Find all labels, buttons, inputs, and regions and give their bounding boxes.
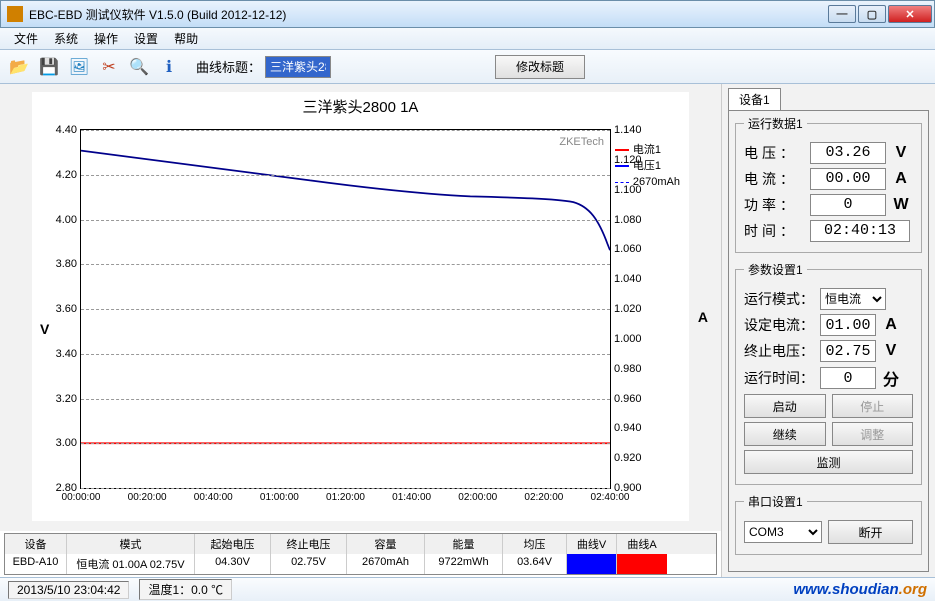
th-device: 设备 [5,534,67,554]
menu-help[interactable]: 帮助 [166,28,206,49]
time-value: 02:40:13 [810,220,910,242]
power-unit: W [892,196,910,214]
chart-box: V ZKETech 电流1 电压1 2670mAh A 4.404.204.00… [32,121,689,521]
close-button[interactable]: ✕ [888,5,932,23]
statusbar: 2013/5/10 23:04:42 温度1：0.0 ℃ www.shoudia… [0,577,935,601]
search-icon[interactable]: 🔍 [126,54,152,80]
run-data-legend: 运行数据1 [744,115,807,132]
th-avgv: 均压 [503,534,567,554]
monitor-button[interactable]: 监测 [744,450,913,474]
stop-v-label: 终止电压： [744,341,814,361]
time-label: 时间： [744,221,804,241]
current-value: 00.00 [810,168,886,190]
stop-button[interactable]: 停止 [832,394,914,418]
voltage-label: 电压： [744,143,804,163]
td-cap: 2670mAh [347,554,425,574]
status-temp: 温度1：0.0 ℃ [139,579,232,600]
save-icon[interactable]: 💾 [36,54,62,80]
info-icon[interactable]: ℹ [156,54,182,80]
th-cv: 曲线V [567,534,617,554]
curve-title-input[interactable] [265,56,331,78]
mode-select[interactable]: 恒电流 [820,288,886,310]
table-row[interactable]: EBD-A10 恒电流 01.00A 02.75V 04.30V 02.75V … [5,554,716,574]
voltage-value: 03.26 [810,142,886,164]
disconnect-button[interactable]: 断开 [828,520,913,544]
continue-button[interactable]: 继续 [744,422,826,446]
toolbar: 📂 💾 🖼 ✂ 🔍 ℹ 曲线标题： 修改标题 [0,50,935,84]
image-icon[interactable]: 🖼 [66,54,92,80]
chart-title: 三洋紫头2800 1A [32,92,689,121]
chart-area: 三洋紫头2800 1A V ZKETech 电流1 电压1 2670mAh A [0,84,721,531]
th-energy: 能量 [425,534,503,554]
run-data-group: 运行数据1 电压： 03.26 V 电流： 00.00 A 功率： 0W 时间： 02:40… [735,115,922,253]
menu-settings[interactable]: 设置 [126,28,166,49]
app-icon [7,6,23,22]
window-title: EBC-EBD 测试仪软件 V1.5.0 (Build 2012-12-12) [29,6,828,23]
td-avgv: 03.64V [503,554,567,574]
stop-v-input[interactable] [820,340,876,362]
serial-group: 串口设置1 COM3 断开 [735,493,922,555]
run-time-input[interactable] [820,367,876,389]
modify-title-button[interactable]: 修改标题 [495,55,585,79]
set-current-unit: A [882,316,900,334]
status-datetime: 2013/5/10 23:04:42 [8,581,129,599]
th-cap: 容量 [347,534,425,554]
td-energy: 9722mWh [425,554,503,574]
td-ca-color [617,554,667,574]
power-label: 功率： [744,195,804,215]
menubar: 文件 系统 操作 设置 帮助 [0,28,935,50]
td-startv: 04.30V [195,554,271,574]
mode-label: 运行模式： [744,289,814,309]
device-tab[interactable]: 设备1 [728,88,781,110]
a-axis-label: A [698,309,708,325]
serial-legend: 串口设置1 [744,493,807,510]
adjust-button[interactable]: 调整 [832,422,914,446]
td-cv-color [567,554,617,574]
right-panel: 设备1 运行数据1 电压： 03.26 V 电流： 00.00 A 功率： 0W 时间： 0… [721,84,935,577]
curve-title-label: 曲线标题： [196,57,261,76]
menu-system[interactable]: 系统 [46,28,86,49]
table-header: 设备 模式 起始电压 终止电压 容量 能量 均压 曲线V 曲线A [5,534,716,554]
th-startv: 起始电压 [195,534,271,554]
set-current-input[interactable] [820,314,876,336]
titlebar: EBC-EBD 测试仪软件 V1.5.0 (Build 2012-12-12) … [0,0,935,28]
current-label: 电流： [744,169,804,189]
menu-file[interactable]: 文件 [6,28,46,49]
th-mode: 模式 [67,534,195,554]
start-button[interactable]: 启动 [744,394,826,418]
window-controls: — ▢ ✕ [828,5,934,23]
watermark: ZKETech [559,136,604,148]
td-mode: 恒电流 01.00A 02.75V [67,554,195,574]
com-port-select[interactable]: COM3 [744,521,822,543]
maximize-button[interactable]: ▢ [858,5,886,23]
current-unit: A [892,170,910,188]
set-current-label: 设定电流： [744,315,814,335]
minimize-button[interactable]: — [828,5,856,23]
td-stopv: 02.75V [271,554,347,574]
voltage-unit: V [892,144,910,162]
params-legend: 参数设置1 [744,261,807,278]
status-url: www.shoudian.org [793,581,927,598]
th-ca: 曲线A [617,534,667,554]
curves-svg [81,130,610,542]
power-value: 0 [810,194,886,216]
tools-icon[interactable]: ✂ [96,54,122,80]
params-group: 参数设置1 运行模式： 恒电流 设定电流： A 终止电压： V 运行时间： 分 启动停止… [735,261,922,485]
v-axis-label: V [40,321,49,337]
th-stopv: 终止电压 [271,534,347,554]
menu-operate[interactable]: 操作 [86,28,126,49]
run-time-unit: 分 [882,366,900,390]
open-icon[interactable]: 📂 [6,54,32,80]
td-device: EBD-A10 [5,554,67,574]
data-table: 设备 模式 起始电压 终止电压 容量 能量 均压 曲线V 曲线A EBD-A10… [4,533,717,575]
stop-v-unit: V [882,342,900,360]
run-time-label: 运行时间： [744,368,814,388]
plot-area: ZKETech 电流1 电压1 2670mAh A 4.404.204.003.… [80,129,611,489]
